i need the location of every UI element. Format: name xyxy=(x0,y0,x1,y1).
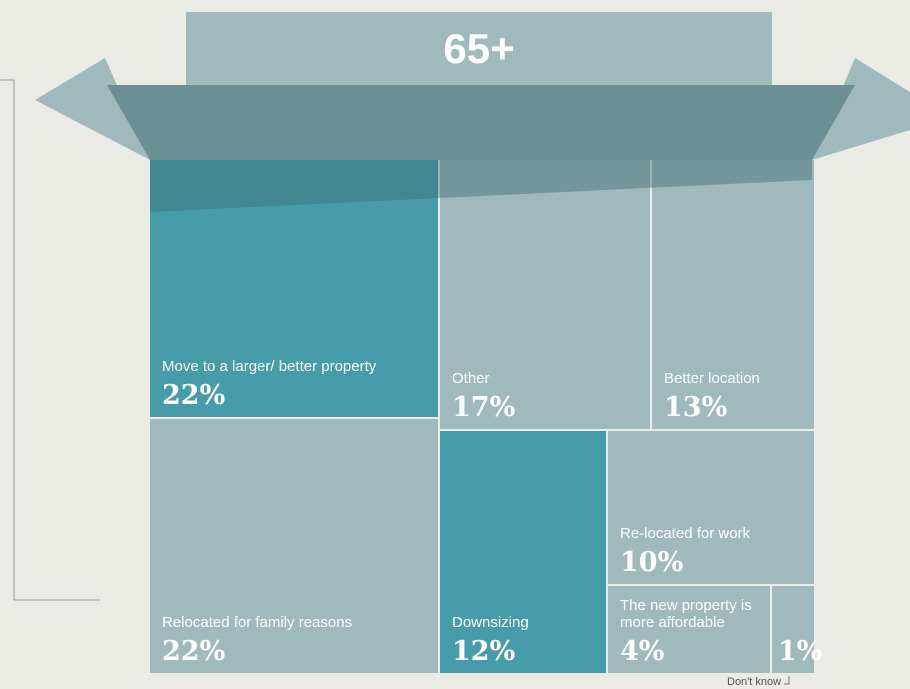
value-label: 22% xyxy=(162,636,226,667)
cell-label: 1% xyxy=(778,631,822,667)
category-label: Re-located for work xyxy=(620,525,751,542)
category-label: Better location xyxy=(664,370,760,387)
cell-label: Move to a larger/ better property 22% xyxy=(162,358,430,411)
category-label: Downsizing xyxy=(452,614,529,631)
category-label: Relocated for family reasons xyxy=(162,614,353,631)
value-label: 4% xyxy=(620,636,665,667)
value-label: 10% xyxy=(620,547,684,578)
value-label: 17% xyxy=(452,392,516,423)
cell xyxy=(150,419,438,673)
box-rim xyxy=(107,85,855,160)
chart-title: 65+ xyxy=(443,25,515,72)
value-label: 1% xyxy=(778,637,822,667)
cell xyxy=(440,431,606,673)
category-label: Move to a larger/ better property xyxy=(162,358,377,375)
value-label: 22% xyxy=(162,380,226,411)
cell xyxy=(440,160,650,429)
category-label: Other xyxy=(452,370,490,387)
cell-label: Relocated for family reasons 22% xyxy=(162,614,430,667)
pointer xyxy=(784,676,790,685)
cell-label: Re-located for work 10% xyxy=(620,525,806,578)
cell-label: The new property is more affordable 4% xyxy=(620,597,762,667)
cell-label: Better location 13% xyxy=(664,370,806,423)
cell xyxy=(652,160,814,429)
box-lid xyxy=(186,12,772,85)
box-shadow xyxy=(150,160,812,212)
right-flap xyxy=(812,58,910,160)
cell xyxy=(608,586,770,673)
cell xyxy=(150,160,438,417)
cell-label: Other 17% xyxy=(452,370,642,423)
cell-label: Downsizing 12% xyxy=(452,614,598,667)
category-label: Don't know xyxy=(727,676,782,688)
category-label: The new property is more affordable xyxy=(620,597,752,631)
left-flap xyxy=(35,58,150,160)
cell xyxy=(772,586,814,673)
bracket xyxy=(0,79,100,601)
value-label: 13% xyxy=(664,392,728,423)
value-label: 12% xyxy=(452,636,516,667)
cell xyxy=(608,431,814,584)
